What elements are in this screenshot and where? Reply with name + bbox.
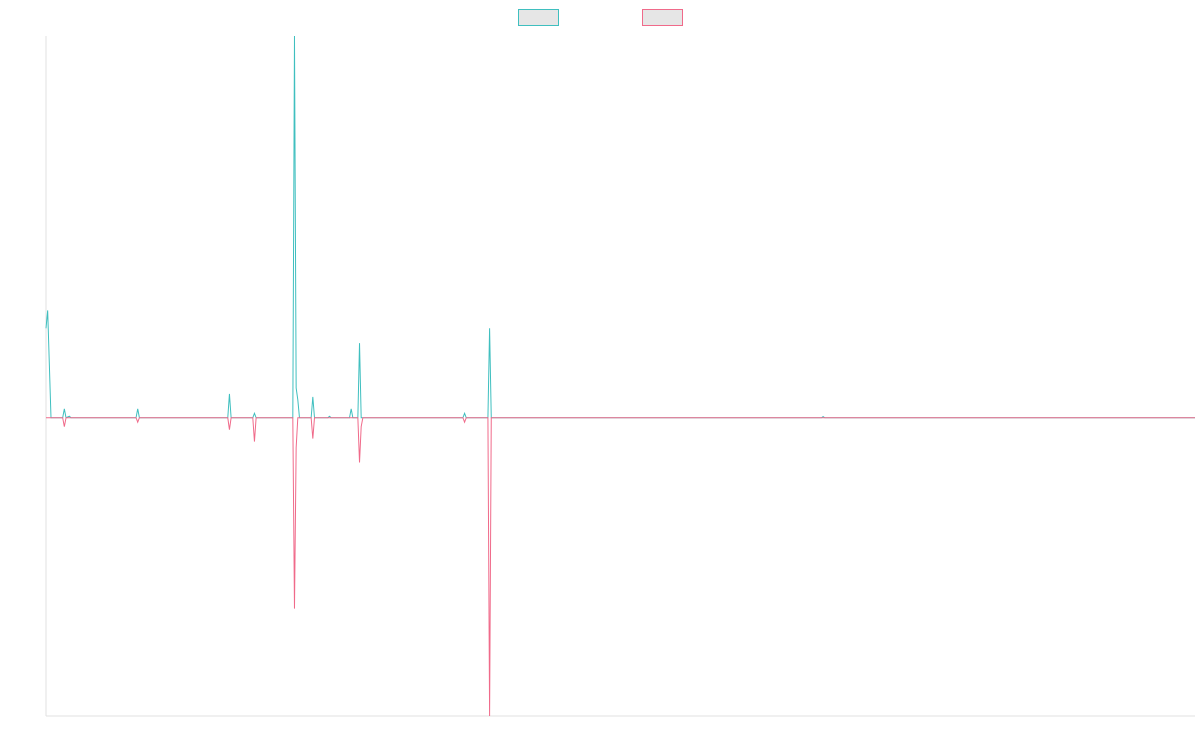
legend[interactable] bbox=[518, 9, 683, 26]
legend-swatch-1[interactable] bbox=[518, 9, 559, 26]
legend-item-1[interactable] bbox=[518, 9, 559, 26]
legend-item-2[interactable] bbox=[642, 9, 683, 26]
series-layer bbox=[45, 35, 1195, 717]
series-line-2 bbox=[46, 417, 1195, 717]
axes bbox=[45, 36, 1195, 717]
legend-swatch-2[interactable] bbox=[642, 9, 683, 26]
series-line-1 bbox=[45, 35, 1195, 419]
